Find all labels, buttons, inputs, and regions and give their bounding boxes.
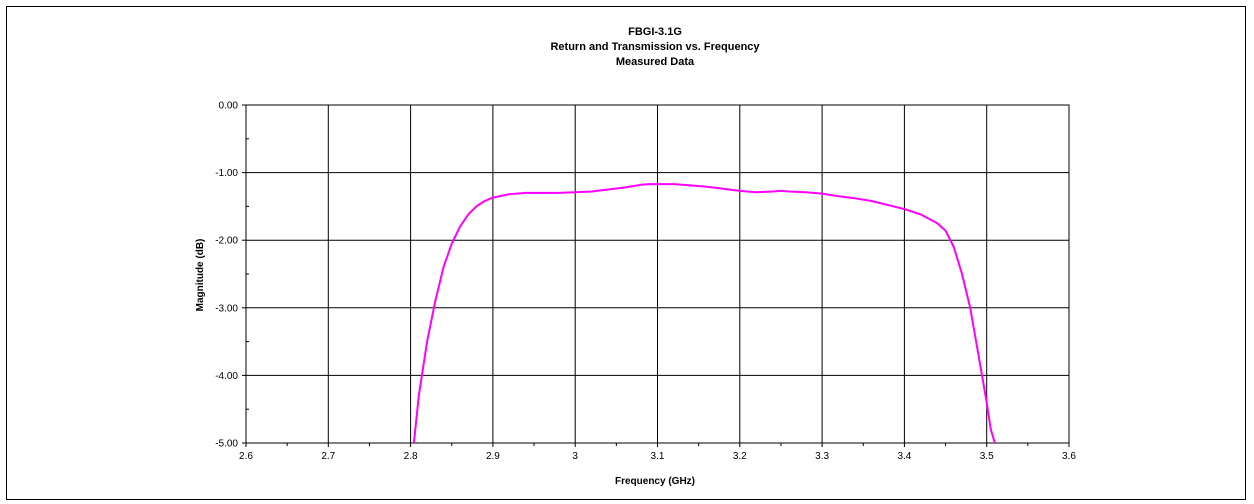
x-tick-label: 3.6 bbox=[1062, 451, 1076, 462]
x-tick-label: 3 bbox=[572, 451, 578, 462]
chart-frame bbox=[6, 6, 1246, 500]
y-tick-label: -1.00 bbox=[215, 168, 238, 179]
x-tick-label: 3.1 bbox=[651, 451, 665, 462]
x-tick-label: 3.2 bbox=[733, 451, 747, 462]
x-tick-label: 2.8 bbox=[404, 451, 418, 462]
y-tick-label: -4.00 bbox=[215, 371, 238, 382]
x-tick-label: 2.9 bbox=[486, 451, 500, 462]
y-tick-label: 0.00 bbox=[219, 101, 239, 112]
x-tick-label: 2.7 bbox=[321, 451, 335, 462]
chart-title: FBGI-3.1G bbox=[628, 26, 682, 38]
series-lines bbox=[412, 183, 996, 444]
y-axis-label: Magnitude (dB) bbox=[195, 239, 206, 312]
chart-subtitle-2: Measured Data bbox=[616, 56, 695, 68]
chart-subtitle-1: Return and Transmission vs. Frequency bbox=[550, 41, 760, 53]
series-line-0 bbox=[412, 183, 996, 444]
x-tick-label: 3.5 bbox=[980, 451, 994, 462]
x-tick-label: 3.4 bbox=[897, 451, 911, 462]
y-tick-label: -5.00 bbox=[215, 439, 238, 450]
grid-lines bbox=[242, 104, 1070, 447]
y-tick-labels: 0.00 -1.00 -2.00 -3.00 -4.00 -5.00 bbox=[215, 101, 238, 450]
y-tick-label: -3.00 bbox=[215, 303, 238, 314]
x-tick-label: 2.6 bbox=[239, 451, 253, 462]
plot-area bbox=[245, 104, 1070, 444]
x-axis-label: Frequency (GHz) bbox=[615, 476, 695, 487]
x-tick-labels: 2.6 2.7 2.8 2.9 3 3.1 3.2 3.3 3.4 3.5 3.6 bbox=[239, 451, 1076, 462]
y-tick-label: -2.00 bbox=[215, 236, 238, 247]
x-tick-label: 3.3 bbox=[815, 451, 829, 462]
